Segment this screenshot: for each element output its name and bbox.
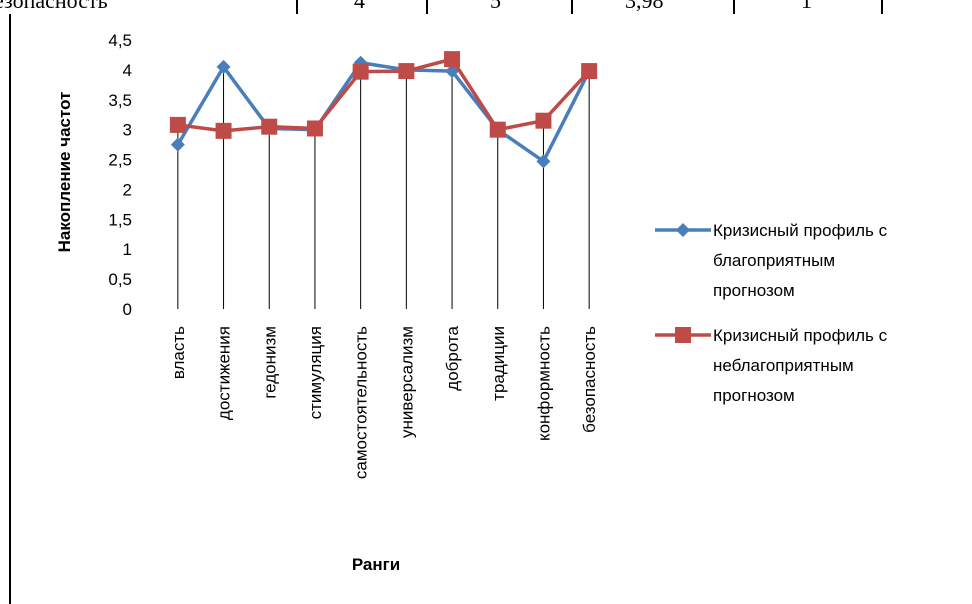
data-point-square bbox=[306, 120, 323, 137]
data-point-square bbox=[444, 51, 461, 68]
series-layer bbox=[169, 51, 598, 169]
x-tick-label: достижения bbox=[215, 326, 234, 420]
table-divider bbox=[881, 0, 883, 14]
x-axis-title: Ранги bbox=[352, 555, 400, 574]
table-divider bbox=[426, 0, 428, 14]
legend-label: неблагоприятным bbox=[713, 356, 854, 375]
table-cell: езопасность bbox=[0, 0, 296, 14]
data-point-diamond bbox=[170, 137, 185, 152]
legend-label: благоприятным bbox=[713, 251, 835, 270]
data-point-square bbox=[169, 116, 186, 133]
x-tick-label: гедонизм bbox=[260, 326, 279, 399]
data-point-square bbox=[535, 112, 552, 129]
y-tick-label: 2,5 bbox=[108, 151, 132, 170]
data-point-square bbox=[489, 121, 506, 138]
table-fragment: езопасность 4 5 3,98 1 bbox=[0, 0, 972, 14]
table-divider bbox=[733, 0, 735, 14]
legend-label: Кризисный профиль с bbox=[713, 326, 888, 345]
y-tick-label: 3 bbox=[123, 121, 132, 140]
y-tick-label: 3,5 bbox=[108, 91, 132, 110]
x-axis-ticks: власть достижения гедонизм стимуляция самост… bbox=[169, 325, 599, 479]
x-tick-label: самостоятельность bbox=[352, 326, 371, 479]
y-tick-label: 4 bbox=[123, 61, 132, 80]
y-axis-ticks: 0 0,5 1 1,5 2 2,5 3 3,5 4 4,5 bbox=[108, 31, 132, 319]
data-point-square bbox=[215, 122, 232, 139]
table-cell: 4 bbox=[296, 0, 426, 14]
y-tick-label: 1 bbox=[123, 240, 132, 259]
x-tick-label: традиции bbox=[489, 326, 508, 401]
y-tick-label: 0 bbox=[123, 300, 132, 319]
x-tick-label: власть bbox=[169, 326, 188, 379]
x-tick-label: доброта bbox=[443, 325, 462, 390]
page-border bbox=[9, 14, 11, 604]
data-point-square bbox=[581, 63, 598, 80]
data-point-square bbox=[261, 118, 278, 135]
series-line bbox=[177, 57, 591, 133]
y-axis-title: Накопление частот bbox=[55, 92, 74, 253]
x-tick-label: безопасность bbox=[580, 326, 599, 433]
y-tick-label: 0,5 bbox=[108, 270, 132, 289]
table-cell: 3,98 bbox=[571, 0, 733, 14]
data-point-square bbox=[352, 63, 369, 80]
data-point-diamond bbox=[216, 59, 231, 74]
y-tick-label: 2 bbox=[123, 180, 132, 199]
legend-label: прогнозом bbox=[713, 281, 795, 300]
table-divider bbox=[296, 0, 298, 14]
legend: Кризисный профиль с благоприятным прогнозо… bbox=[655, 221, 888, 405]
table-cell: 5 bbox=[426, 0, 571, 14]
x-tick-label: конформность bbox=[534, 326, 553, 441]
y-tick-label: 1,5 bbox=[108, 210, 132, 229]
series-line bbox=[176, 60, 591, 164]
legend-marker-square bbox=[675, 327, 691, 343]
y-tick-label: 4,5 bbox=[108, 31, 132, 50]
data-point-square bbox=[398, 63, 415, 80]
x-tick-label: универсализм bbox=[397, 326, 416, 438]
table-divider bbox=[571, 0, 573, 14]
data-point-diamond bbox=[536, 154, 551, 169]
legend-label: прогнозом bbox=[713, 386, 795, 405]
x-tick-label: стимуляция bbox=[306, 326, 325, 419]
drop-lines bbox=[177, 59, 590, 309]
legend-label: Кризисный профиль с bbox=[713, 221, 888, 240]
table-cell: 1 bbox=[733, 0, 881, 14]
legend-marker-diamond bbox=[676, 223, 690, 237]
